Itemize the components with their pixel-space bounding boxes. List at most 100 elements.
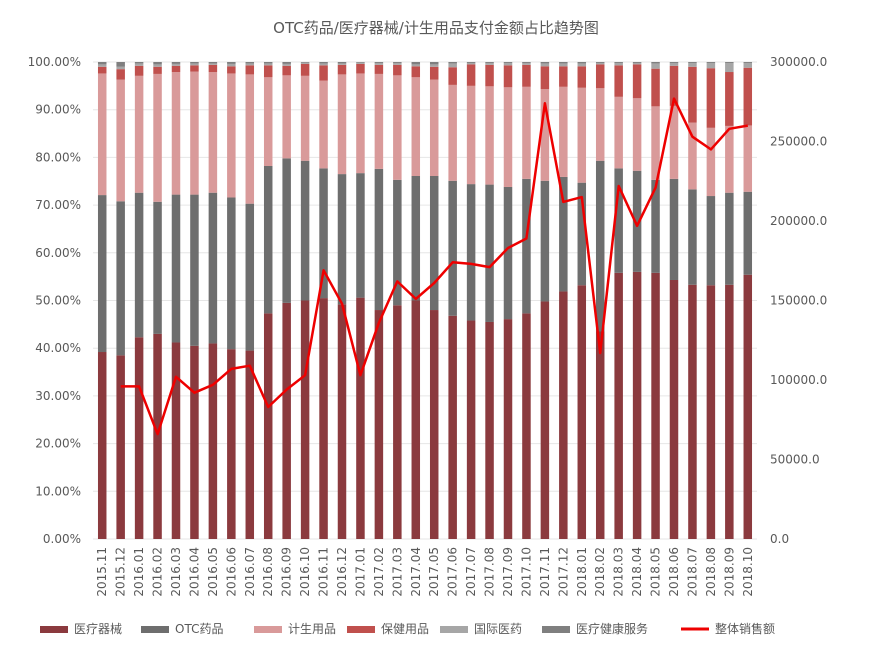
x-tick-label: 2017.05 — [427, 547, 441, 597]
bar-segment — [171, 62, 181, 64]
bar-segment — [448, 315, 457, 539]
legend-swatch — [40, 626, 68, 633]
bar-segment — [559, 66, 568, 87]
bar-segment — [559, 86, 568, 177]
bar-segment — [485, 64, 494, 87]
bar-segment — [651, 62, 660, 64]
bar-segment — [263, 63, 273, 66]
bar-segment — [245, 65, 255, 75]
bar-segment — [190, 63, 199, 66]
bar-segment — [134, 63, 144, 66]
bar-segment — [208, 192, 218, 344]
y-left-tick-label: 70.00% — [35, 198, 81, 212]
bar-segment — [522, 178, 531, 314]
bar-segment — [485, 62, 494, 63]
bar-segment — [393, 305, 402, 539]
bar-segment — [632, 64, 642, 99]
bar-segment — [282, 65, 291, 76]
bar-segment — [688, 62, 697, 67]
bar-segment — [595, 64, 605, 89]
bar-segment — [466, 62, 476, 63]
x-tick-label: 2018.05 — [649, 547, 663, 597]
x-tick-label: 2016.01 — [132, 547, 146, 597]
bar-segment — [651, 63, 660, 69]
y-right-tick-label: 250000.0 — [770, 135, 827, 149]
bar-segment — [466, 320, 476, 539]
bar-segment — [632, 62, 642, 63]
bar-segment — [190, 65, 199, 72]
bar-segment — [300, 300, 310, 539]
bar-segment — [263, 77, 273, 166]
bar-segment — [540, 62, 550, 64]
x-tick-label: 2017.11 — [538, 547, 552, 597]
bar-segment — [374, 168, 384, 311]
bar-segment — [134, 75, 144, 193]
bar-segment — [337, 63, 347, 65]
legend-label: 保健用品 — [381, 622, 429, 636]
bar-segment — [725, 284, 734, 539]
legend-swatch — [141, 626, 169, 633]
x-tick-label: 2017.06 — [446, 547, 460, 597]
bar-segment — [393, 64, 402, 76]
bar-segment — [595, 62, 605, 65]
legend-label: 医疗器械 — [74, 621, 122, 636]
bar-segment — [595, 62, 605, 63]
legend-label: 整体销售额 — [715, 621, 775, 636]
bar-segment — [448, 62, 457, 64]
x-tick-label: 2016.11 — [317, 547, 331, 597]
x-tick-label: 2018.09 — [722, 547, 736, 597]
bar-segment — [153, 62, 162, 65]
bar-segment — [669, 279, 679, 539]
bar-segment — [522, 62, 531, 63]
bar-segment — [300, 75, 310, 161]
bar-segment — [337, 62, 347, 64]
bar-segment — [393, 75, 402, 180]
bar-segment — [669, 178, 679, 280]
y-left-tick-label: 60.00% — [35, 246, 81, 260]
bar-segment — [227, 349, 236, 539]
bar-segment — [669, 65, 679, 106]
bar-segment — [208, 64, 218, 73]
bar-segment — [356, 63, 365, 74]
bar-segment — [171, 72, 181, 195]
bar-segment — [577, 285, 587, 539]
bar-segment — [116, 66, 125, 70]
bar-segment — [577, 62, 587, 64]
bar-segment — [227, 73, 236, 198]
bars — [97, 62, 753, 539]
x-tick-label: 2017.02 — [372, 547, 386, 597]
bar-segment — [337, 74, 347, 175]
legend: 医疗器械 OTC药品 计生用品 保健用品 国际医药 医疗健康服务 整体销售额 — [40, 621, 775, 636]
bar-segment — [134, 337, 144, 539]
bar-segment — [411, 300, 421, 539]
y-left-tick-label: 100.00% — [28, 55, 81, 69]
bar-segment — [300, 62, 310, 64]
bar-segment — [97, 66, 107, 74]
x-tick-label: 2018.10 — [741, 547, 755, 597]
bar-segment — [374, 310, 384, 539]
bar-segment — [116, 69, 125, 80]
bar-segment — [356, 62, 365, 64]
x-tick-label: 2017.01 — [353, 547, 367, 597]
x-tick-label: 2015.12 — [114, 547, 128, 597]
y-right-tick-label: 100000.0 — [770, 373, 827, 387]
bar-segment — [208, 343, 218, 539]
bar-segment — [153, 64, 162, 67]
y-left-tick-label: 10.00% — [35, 484, 81, 498]
bar-segment — [300, 160, 310, 301]
bar-segment — [190, 345, 199, 539]
bar-segment — [263, 165, 273, 314]
x-tick-label: 2016.12 — [335, 547, 349, 597]
x-tick-label: 2016.09 — [280, 547, 294, 597]
x-tick-label: 2015.11 — [95, 547, 109, 597]
bar-segment — [688, 122, 697, 190]
legend-label: OTC药品 — [175, 622, 223, 636]
bar-segment — [319, 168, 328, 299]
y-left-tick-label: 30.00% — [35, 389, 81, 403]
legend-label: 医疗健康服务 — [576, 621, 648, 636]
bar-segment — [595, 331, 605, 539]
x-tick-label: 2018.02 — [593, 547, 607, 597]
bar-segment — [595, 88, 605, 161]
bar-segment — [614, 62, 623, 63]
y-left-tick-label: 90.00% — [35, 103, 81, 117]
